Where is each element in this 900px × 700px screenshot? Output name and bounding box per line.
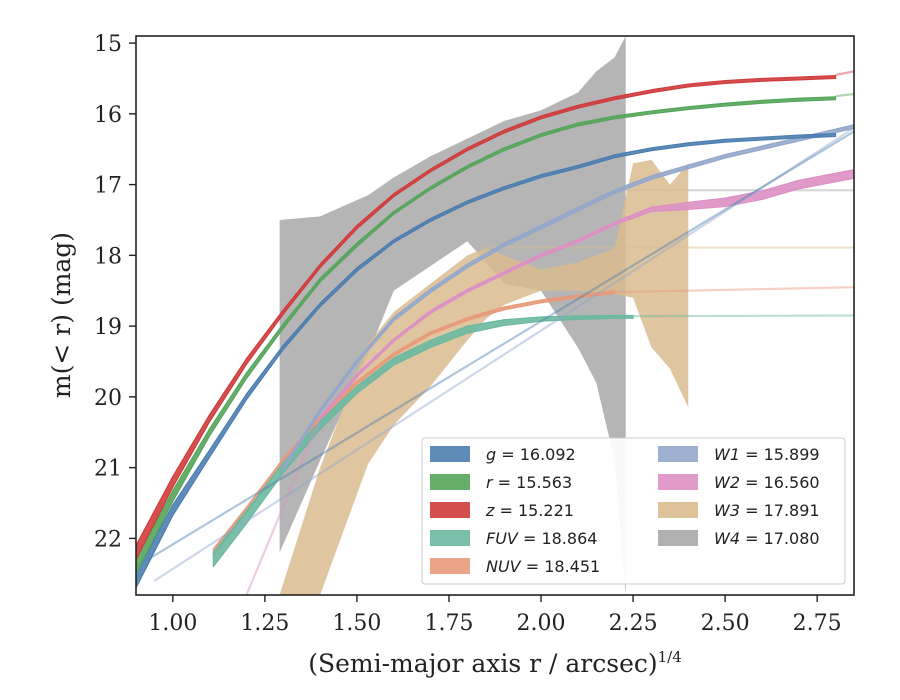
x-tick-label: 2.25	[609, 611, 658, 636]
legend-swatch-fuv	[430, 530, 470, 546]
y-axis-title: m(< r) (mag)	[47, 232, 76, 398]
series-w3-band	[279, 159, 689, 595]
series-fuv-extension	[633, 314, 854, 318]
series-w2-extension	[245, 417, 322, 595]
legend-label-fuv: FUV = 18.864	[486, 529, 597, 548]
y-tick-label: 19	[94, 315, 122, 340]
series-nuv-extension	[614, 286, 854, 294]
series-w1-extension	[153, 127, 854, 582]
legend-swatch-w4	[658, 530, 698, 546]
y-tick-label: 20	[94, 386, 122, 411]
legend-swatch-w3	[658, 502, 698, 518]
legend-label-w2: W2 = 16.560	[714, 473, 820, 492]
x-axis: 1.00 1.25 1.50 1.75 2.00 2.25 2.50 2.75	[148, 595, 842, 636]
legend-swatch-w2	[658, 474, 698, 490]
legend-swatch-w1	[658, 446, 698, 462]
series-fuv-curve	[212, 314, 634, 568]
legend-label-z: z = 15.221	[485, 501, 574, 520]
legend-swatch-z	[430, 502, 470, 518]
x-tick-label: 2.50	[701, 611, 750, 636]
y-tick-label: 16	[94, 103, 122, 128]
x-tick-label: 2.75	[793, 611, 842, 636]
y-tick-label: 15	[94, 32, 122, 57]
legend-swatch-r	[430, 474, 470, 490]
x-tick-label: 2.00	[517, 611, 566, 636]
legend-label-g: g = 16.092	[486, 445, 576, 464]
x-tick-label: 1.75	[424, 611, 473, 636]
legend-swatch-g	[430, 446, 470, 462]
x-tick-label: 1.50	[332, 611, 381, 636]
series-g-extension	[136, 130, 854, 568]
y-tick-label: 21	[94, 457, 122, 482]
legend-label-w3: W3 = 17.891	[714, 501, 820, 520]
y-tick-label: 22	[94, 527, 122, 552]
series-g-curve	[136, 133, 837, 589]
legend-swatch-nuv	[430, 558, 470, 574]
legend: g = 16.092 r = 15.563 z = 15.221 FUV = 18.8…	[421, 437, 846, 585]
series-r-extension	[835, 92, 854, 98]
legend-label-nuv: NUV = 18.451	[486, 557, 600, 576]
legend-label-w1: W1 = 15.899	[714, 445, 820, 464]
plot-area	[136, 36, 854, 595]
legend-label-w4: W4 = 17.080	[714, 529, 820, 548]
series-z-curve	[136, 75, 837, 561]
x-tick-label: 1.25	[240, 611, 289, 636]
x-tick-label: 1.00	[148, 611, 197, 636]
y-tick-label: 17	[94, 174, 122, 199]
plot-frame	[135, 35, 855, 596]
series-w1-curve	[282, 124, 854, 471]
series-w2-curve	[319, 169, 854, 421]
y-tick-label: 18	[94, 244, 122, 269]
legend-label-r: r = 15.563	[486, 473, 572, 492]
legend-box	[421, 437, 846, 585]
series-r-curve	[136, 96, 837, 575]
x-axis-title: (Semi-major axis r / arcsec)1/4	[308, 648, 682, 678]
series-z-extension	[835, 70, 854, 76]
y-axis: 15 16 17 18 19 20 21 22	[94, 32, 136, 552]
